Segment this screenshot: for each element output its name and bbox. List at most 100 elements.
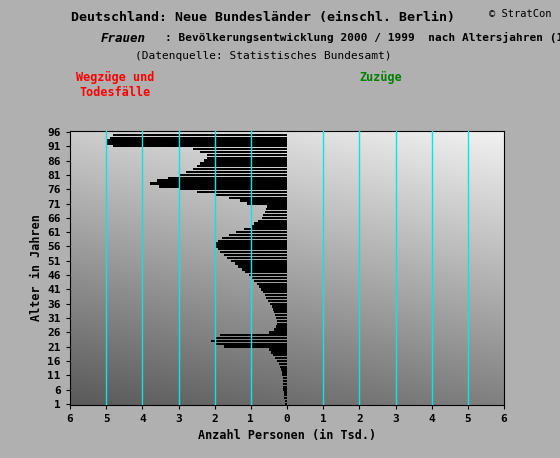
Bar [282, 371, 287, 374]
Bar [262, 217, 287, 219]
Bar [193, 148, 287, 150]
Bar [229, 196, 287, 199]
Bar [217, 242, 287, 245]
Bar [252, 277, 287, 279]
Bar [261, 288, 287, 290]
Bar [273, 354, 287, 356]
Bar [267, 297, 287, 299]
Bar [247, 202, 287, 205]
Bar [167, 177, 287, 179]
Text: Zuzüge: Zuzüge [360, 71, 402, 84]
Bar [276, 317, 287, 319]
Text: Frauen: Frauen [101, 32, 146, 45]
Bar [106, 139, 287, 142]
Bar [285, 403, 287, 405]
Bar [273, 308, 287, 311]
Bar [193, 168, 287, 170]
Bar [245, 271, 287, 273]
Bar [158, 185, 287, 187]
Bar [277, 360, 287, 362]
Bar [179, 174, 287, 176]
Bar [113, 145, 287, 147]
Bar [207, 157, 287, 159]
Bar [150, 182, 287, 185]
Bar [220, 334, 287, 336]
Bar [254, 280, 287, 282]
Bar [179, 188, 287, 191]
Bar [269, 331, 287, 333]
Bar [264, 214, 287, 216]
Text: (Datenquelle: Statistisches Bundesamt): (Datenquelle: Statistisches Bundesamt) [135, 51, 391, 61]
Bar [223, 254, 287, 256]
Bar [266, 208, 287, 210]
Bar [214, 337, 287, 339]
Bar [197, 191, 287, 193]
Bar [186, 171, 287, 173]
Bar [229, 234, 287, 236]
Bar [249, 274, 287, 276]
Bar [222, 237, 287, 239]
Bar [283, 377, 287, 379]
Bar [277, 322, 287, 325]
Bar [282, 374, 287, 376]
Bar [223, 345, 287, 348]
Bar [276, 357, 287, 359]
Bar [218, 248, 287, 251]
X-axis label: Anzahl Personen (in Tsd.): Anzahl Personen (in Tsd.) [198, 429, 376, 442]
Bar [264, 294, 287, 296]
Bar [227, 257, 287, 259]
Bar [204, 159, 287, 162]
Bar [283, 383, 287, 385]
Bar [235, 262, 287, 265]
Bar [231, 260, 287, 262]
Bar [283, 388, 287, 391]
Bar [200, 151, 287, 153]
Text: Deutschland: Neue Bundesländer (einschl. Berlin): Deutschland: Neue Bundesländer (einschl.… [71, 11, 455, 24]
Text: © StratCon: © StratCon [489, 9, 552, 19]
Text: : Bevölkerungsentwicklung 2000 / 1999  nach Altersjahren (1-95): : Bevölkerungsentwicklung 2000 / 1999 na… [165, 32, 560, 43]
Bar [157, 180, 287, 182]
Bar [283, 386, 287, 388]
Bar [259, 285, 287, 288]
Y-axis label: Alter in Jahren: Alter in Jahren [30, 214, 43, 322]
Bar [279, 363, 287, 365]
Bar [281, 368, 287, 371]
Bar [263, 291, 287, 294]
Bar [272, 305, 287, 308]
Bar [242, 268, 287, 271]
Bar [276, 314, 287, 316]
Bar [211, 340, 287, 342]
Bar [197, 165, 287, 168]
Bar [254, 223, 287, 225]
Bar [284, 391, 287, 393]
Bar [276, 326, 287, 328]
Bar [200, 162, 287, 164]
Bar [283, 380, 287, 382]
Bar [106, 142, 287, 145]
Bar [265, 211, 287, 213]
Bar [214, 194, 287, 196]
Bar [244, 228, 287, 230]
Bar [270, 351, 287, 354]
Bar [207, 154, 287, 156]
Bar [269, 349, 287, 351]
Bar [277, 320, 287, 322]
Bar [218, 240, 287, 242]
Bar [258, 219, 287, 222]
Bar [270, 303, 287, 305]
Text: Wegzüge und
Todesfälle: Wegzüge und Todesfälle [76, 71, 154, 99]
Bar [251, 225, 287, 228]
Bar [274, 328, 287, 331]
Bar [236, 231, 287, 233]
Bar [274, 311, 287, 313]
Bar [284, 397, 287, 399]
Bar [285, 400, 287, 402]
Bar [257, 283, 287, 285]
Bar [240, 200, 287, 202]
Bar [238, 265, 287, 267]
Bar [217, 245, 287, 248]
Bar [220, 251, 287, 253]
Bar [268, 300, 287, 302]
Bar [284, 394, 287, 397]
Bar [267, 205, 287, 207]
